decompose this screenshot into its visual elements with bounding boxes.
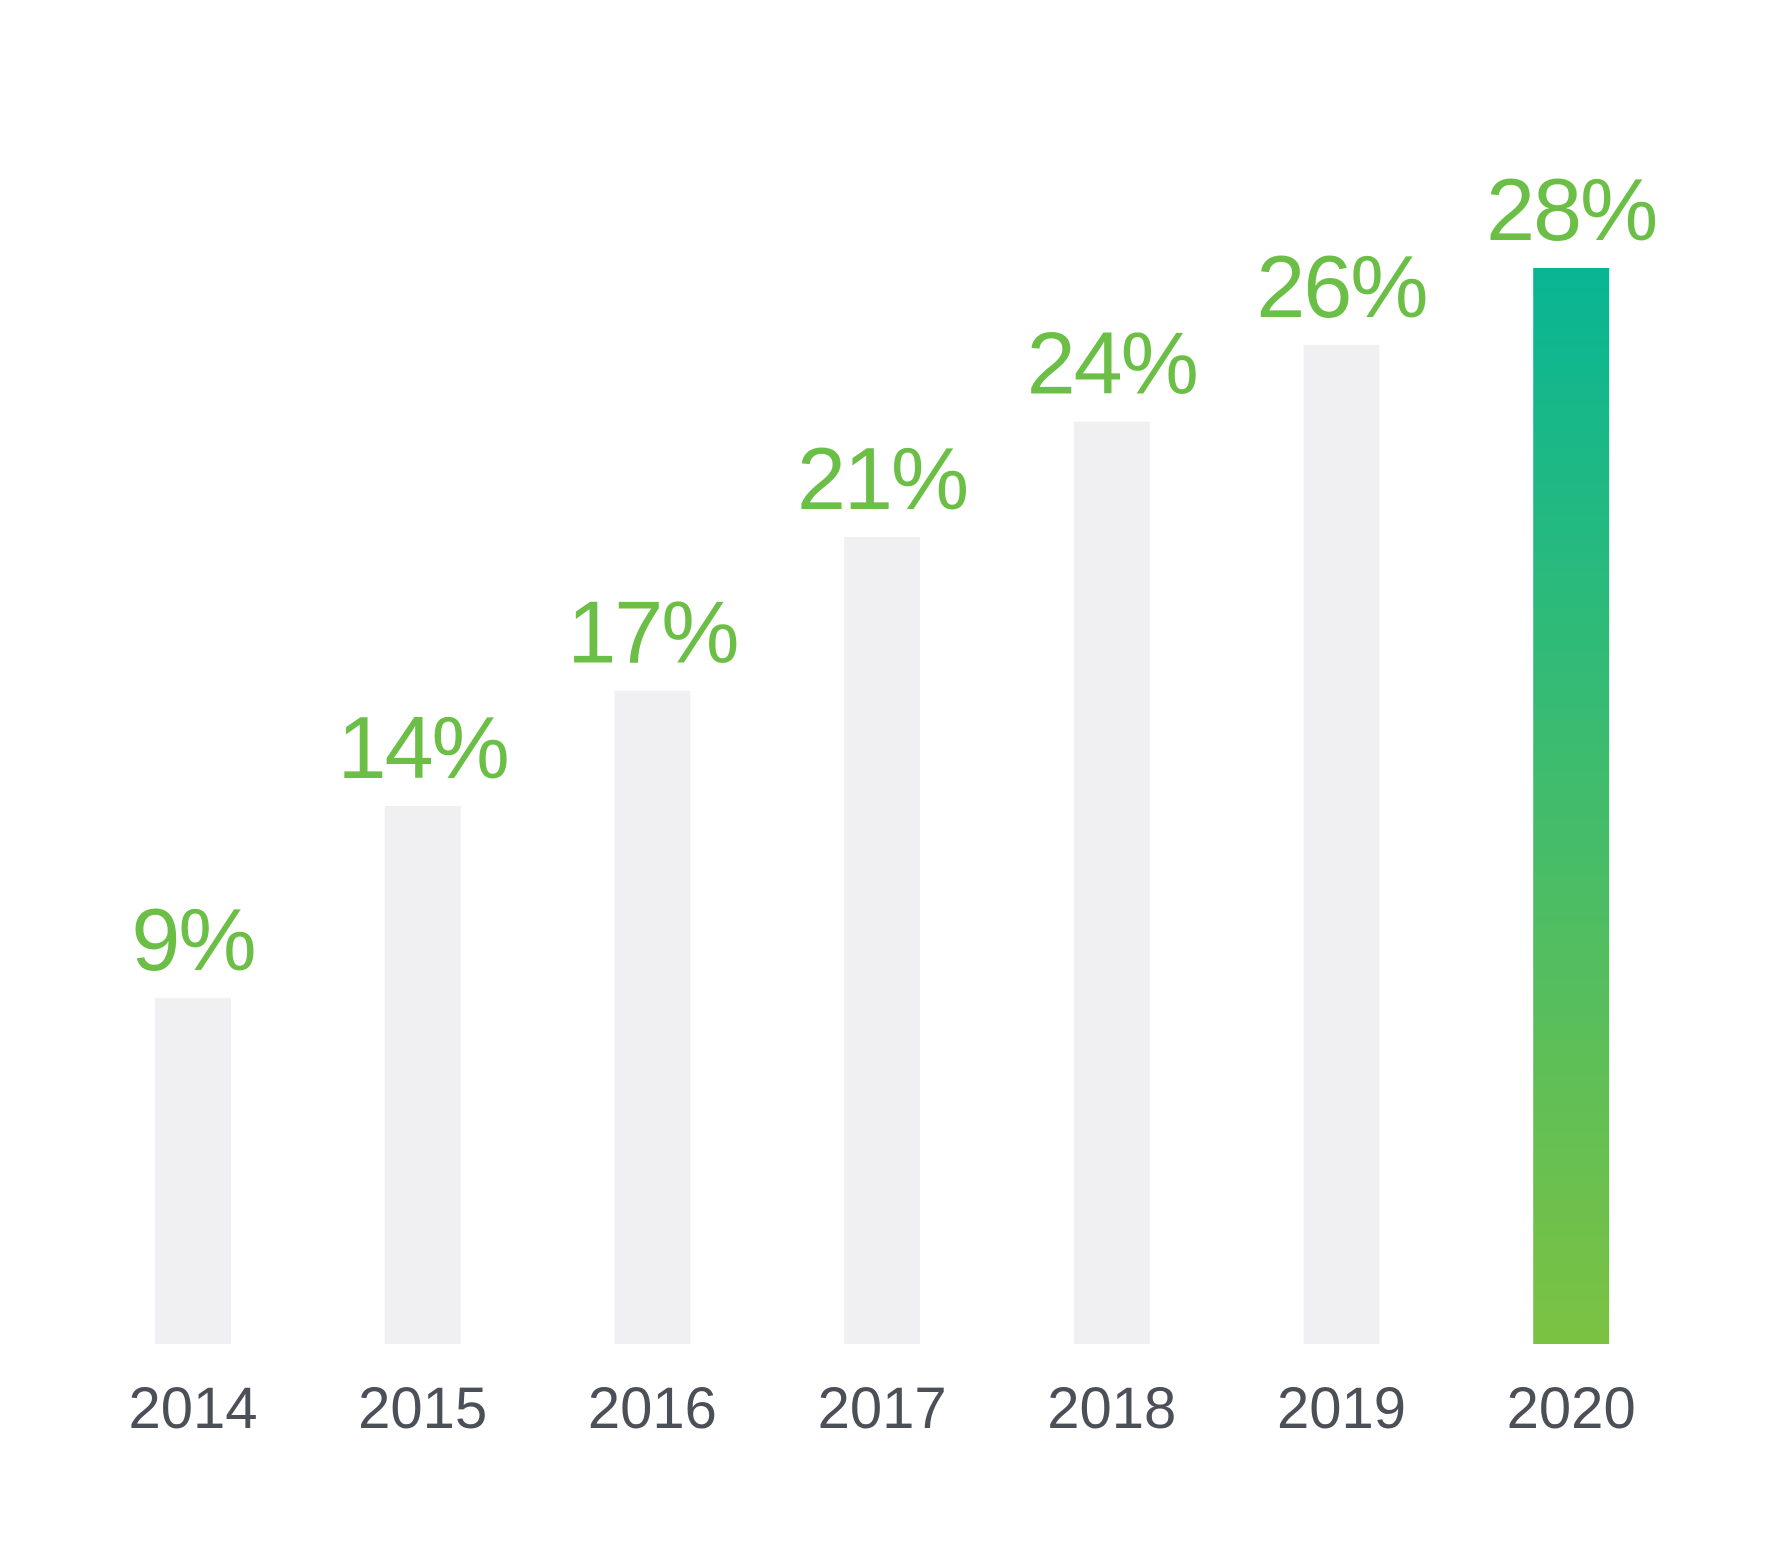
value-label-2019: 26% — [1256, 237, 1426, 336]
value-label-2017: 21% — [797, 429, 967, 528]
x-tick-label-2018: 2018 — [1047, 1376, 1176, 1441]
bar-2015 — [384, 806, 461, 1344]
bars-group — [155, 268, 1610, 1344]
bar-2017 — [844, 537, 921, 1344]
x-axis-tick-labels: 2014 2015 2016 2017 2018 2019 2020 — [128, 1376, 1635, 1441]
x-tick-label-2017: 2017 — [818, 1376, 947, 1441]
x-tick-label-2020: 2020 — [1507, 1376, 1636, 1441]
value-labels-group: 9% 14% 17% 21% 24% 26% 28% — [131, 160, 1658, 989]
value-label-2018: 24% — [1027, 314, 1197, 413]
bar-2016 — [614, 690, 691, 1344]
x-tick-label-2019: 2019 — [1277, 1376, 1406, 1441]
value-label-2020: 28% — [1486, 160, 1656, 259]
bar-2018 — [1073, 421, 1150, 1344]
value-label-2014: 9% — [131, 890, 254, 989]
x-tick-label-2015: 2015 — [358, 1376, 487, 1441]
value-label-2015: 14% — [338, 698, 508, 797]
bar-2014 — [155, 998, 231, 1344]
x-tick-label-2016: 2016 — [588, 1376, 717, 1441]
bar-2019 — [1303, 344, 1380, 1344]
bar-2020 — [1533, 268, 1610, 1344]
value-label-2016: 17% — [567, 583, 737, 682]
x-tick-label-2014: 2014 — [128, 1376, 257, 1441]
